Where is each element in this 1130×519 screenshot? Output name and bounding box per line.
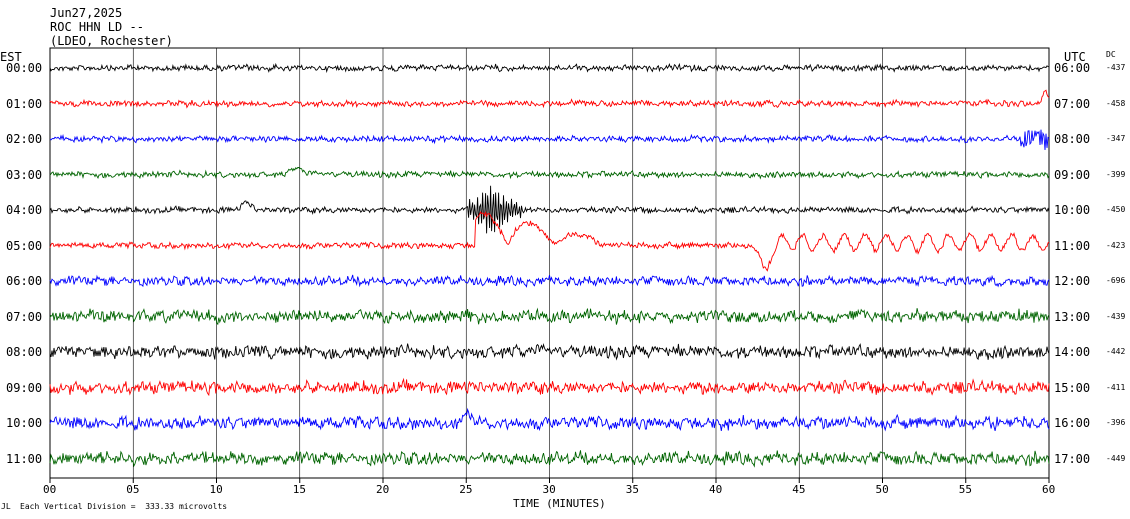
header-network: (LDEO, Rochester) xyxy=(50,34,173,48)
dc-value: -396 xyxy=(1106,418,1126,427)
x-tick-label: 50 xyxy=(875,483,889,496)
x-tick-label: 20 xyxy=(376,483,390,496)
est-label: 04:00 xyxy=(6,203,43,217)
est-label: 09:00 xyxy=(6,380,43,395)
est-label: 11:00 xyxy=(6,451,43,466)
est-label: 01:00 xyxy=(6,96,43,111)
dc-value: -696 xyxy=(1106,276,1126,285)
trace-0600 xyxy=(49,274,1050,288)
x-tick-label: 00 xyxy=(43,483,57,496)
dc-value: -437 xyxy=(1106,63,1126,72)
utc-label: 06:00 xyxy=(1054,61,1091,75)
x-tick-label: 05 xyxy=(126,483,140,496)
x-tick-label: 25 xyxy=(459,483,473,496)
dc-value: -450 xyxy=(1106,205,1126,214)
x-tick-label: 10 xyxy=(209,483,223,496)
trace-0200 xyxy=(49,129,1050,151)
est-label: 00:00 xyxy=(6,61,43,75)
utc-label: 17:00 xyxy=(1054,451,1091,466)
utc-label: 12:00 xyxy=(1054,274,1091,288)
dc-value: -439 xyxy=(1106,311,1126,321)
utc-label: 11:00 xyxy=(1054,238,1091,253)
dc-value: -442 xyxy=(1106,347,1126,356)
est-label: 06:00 xyxy=(6,274,43,288)
utc-label: 15:00 xyxy=(1054,380,1091,395)
dc-value: -458 xyxy=(1106,98,1126,108)
x-tick-label: 40 xyxy=(709,483,723,496)
trace-0300 xyxy=(49,167,1050,180)
dc-value: -449 xyxy=(1106,453,1126,463)
right-axis-title: UTC xyxy=(1064,50,1086,64)
trace-0900 xyxy=(49,377,1050,397)
est-label: 08:00 xyxy=(6,345,43,359)
trace-0800 xyxy=(49,343,1050,361)
trace-0500 xyxy=(49,211,1050,272)
x-tick-label: 45 xyxy=(792,483,806,496)
footer-note-mark: JL xyxy=(1,502,11,511)
x-tick-label: 15 xyxy=(292,483,306,496)
trace-0700 xyxy=(49,307,1050,326)
x-axis-label: TIME (MINUTES) xyxy=(513,497,606,510)
x-tick-label: 30 xyxy=(542,483,556,496)
utc-label: 10:00 xyxy=(1054,203,1091,217)
dc-value: -411 xyxy=(1106,382,1126,392)
footer-scale-note: Each Vertical Division = 333.33 microvol… xyxy=(20,502,228,511)
est-label: 02:00 xyxy=(6,132,43,146)
utc-label: 13:00 xyxy=(1054,309,1091,324)
utc-label: 16:00 xyxy=(1054,416,1091,430)
trace-1100 xyxy=(49,450,1050,468)
trace-0000 xyxy=(49,62,1050,74)
dc-value: -423 xyxy=(1106,240,1126,250)
dc-value: -399 xyxy=(1106,169,1126,179)
dc-title: DC xyxy=(1106,50,1116,59)
trace-0100 xyxy=(49,89,1050,109)
est-label: 05:00 xyxy=(6,238,43,253)
header-date: Jun27,2025 xyxy=(50,6,123,20)
dc-value: -347 xyxy=(1106,134,1126,143)
utc-label: 08:00 xyxy=(1054,132,1091,146)
utc-label: 14:00 xyxy=(1054,345,1091,359)
x-tick-label: 55 xyxy=(958,483,972,496)
x-tick-label: 60 xyxy=(1042,483,1056,496)
trace-1000 xyxy=(49,407,1050,432)
header-station: ROC HHN LD -- xyxy=(50,20,144,34)
left-axis-title: EST xyxy=(0,50,22,64)
est-label: 03:00 xyxy=(6,167,43,182)
grid xyxy=(49,47,1050,483)
utc-label: 07:00 xyxy=(1054,96,1091,111)
traces xyxy=(49,62,1050,468)
est-label: 10:00 xyxy=(6,416,43,430)
x-tick-label: 35 xyxy=(625,483,639,496)
utc-label: 09:00 xyxy=(1054,167,1091,182)
trace-0400 xyxy=(49,185,1050,234)
est-label: 07:00 xyxy=(6,309,43,324)
